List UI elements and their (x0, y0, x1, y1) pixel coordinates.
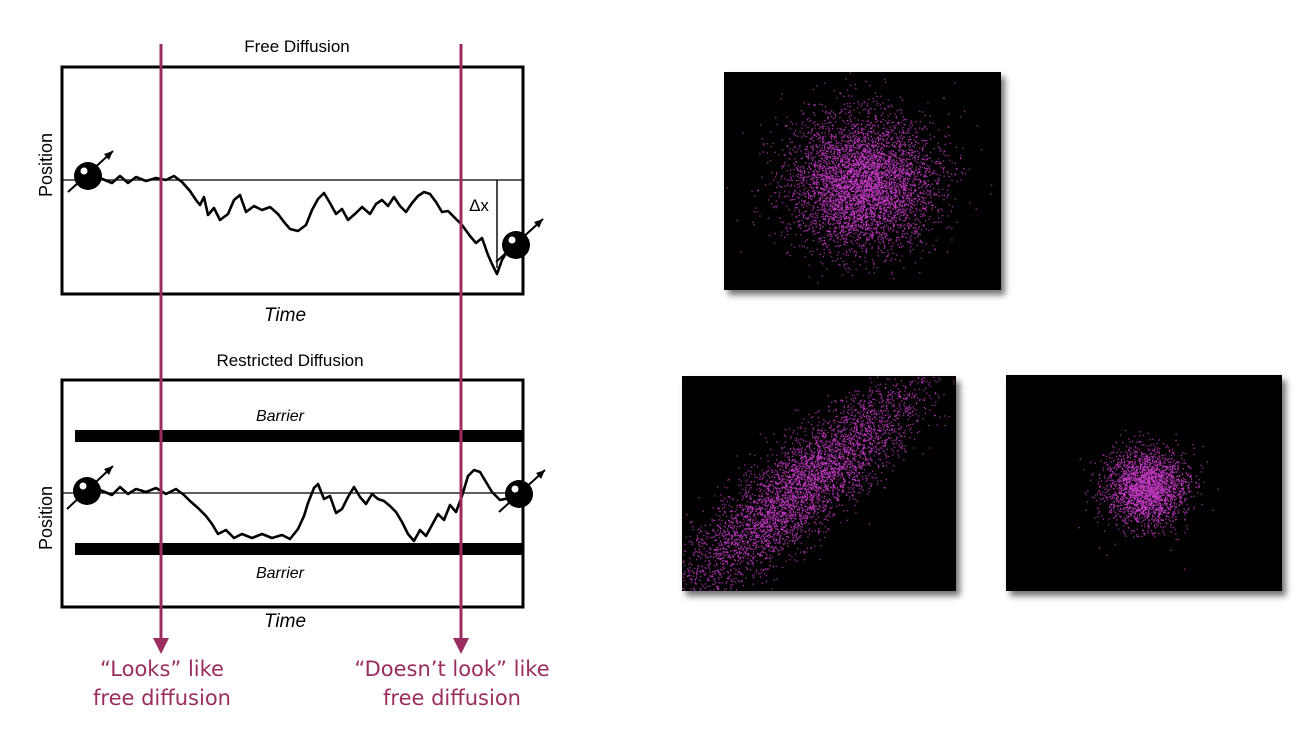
left-marker-caption-line1: “Looks” like (100, 657, 224, 681)
scatter-plot-isotropic-compact (1006, 375, 1282, 591)
right-marker-caption-line2: free diffusion (383, 686, 521, 710)
right-time-marker (453, 44, 469, 654)
left-marker-caption-line2: free diffusion (93, 686, 231, 710)
left-time-marker (153, 44, 169, 654)
restricted-y-label: Position (36, 486, 56, 550)
scatter-plot-anisotropic (682, 376, 956, 591)
particle-icon (495, 218, 544, 263)
free-x-label: Time (264, 305, 306, 326)
barrier-top-label: Barrier (256, 408, 305, 425)
particle-icon (66, 465, 114, 510)
free-panel-title: Free Diffusion (244, 37, 350, 56)
restricted-panel-title: Restricted Diffusion (216, 351, 363, 370)
restricted-x-label: Time (264, 611, 306, 632)
right-marker-caption-line1: “Doesn’t look” like (354, 657, 549, 681)
particle-icon (498, 469, 546, 513)
barrier-bottom-label: Barrier (256, 565, 305, 582)
free-trajectory (99, 174, 510, 276)
particle-icon (67, 150, 114, 193)
free-y-label: Position (36, 133, 56, 197)
barrier-top (75, 430, 522, 442)
scatter-plot-isotropic-wide (724, 72, 1001, 290)
delta-x-label: Δx (469, 196, 489, 215)
barrier-bottom (75, 543, 522, 555)
restricted-trajectory (99, 468, 511, 543)
